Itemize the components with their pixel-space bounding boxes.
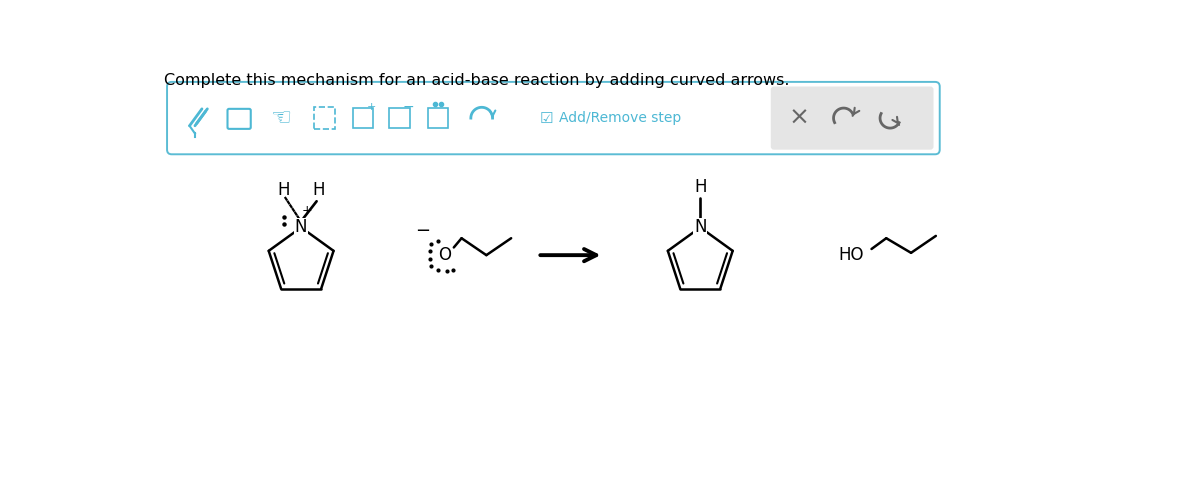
Text: HO: HO: [839, 246, 864, 264]
Text: N: N: [295, 219, 307, 237]
Text: H: H: [312, 181, 324, 199]
Text: H: H: [278, 181, 290, 199]
Text: ☑: ☑: [540, 111, 553, 125]
Text: N: N: [694, 219, 707, 237]
Bar: [313, 107, 335, 129]
Bar: [390, 108, 409, 128]
Text: Complete this mechanism for an acid-base reaction by adding curved arrows.: Complete this mechanism for an acid-base…: [164, 73, 790, 88]
Text: +: +: [302, 204, 313, 217]
Text: ☜: ☜: [271, 106, 293, 130]
FancyBboxPatch shape: [167, 82, 940, 154]
Text: +: +: [367, 102, 377, 112]
Text: −: −: [402, 100, 414, 114]
Text: H: H: [694, 178, 707, 196]
Bar: [428, 108, 449, 128]
Bar: [353, 108, 373, 128]
Text: ×: ×: [788, 106, 810, 130]
Text: O: O: [438, 246, 451, 264]
Text: −: −: [415, 221, 431, 240]
Text: Add/Remove step: Add/Remove step: [559, 111, 682, 125]
FancyBboxPatch shape: [770, 87, 934, 149]
